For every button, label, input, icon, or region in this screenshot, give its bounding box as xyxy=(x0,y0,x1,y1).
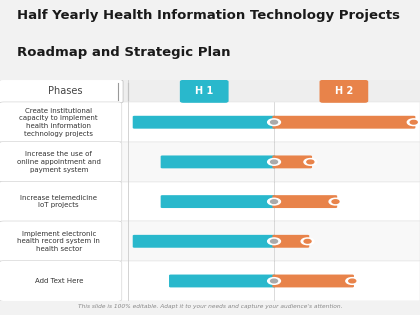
FancyBboxPatch shape xyxy=(0,221,420,261)
Circle shape xyxy=(270,200,278,203)
Circle shape xyxy=(329,198,342,205)
FancyBboxPatch shape xyxy=(273,156,312,168)
Circle shape xyxy=(270,120,278,124)
Circle shape xyxy=(407,119,420,126)
FancyBboxPatch shape xyxy=(0,80,420,301)
FancyBboxPatch shape xyxy=(0,182,420,221)
FancyBboxPatch shape xyxy=(0,102,122,142)
FancyBboxPatch shape xyxy=(273,195,337,208)
Text: Roadmap and Strategic Plan: Roadmap and Strategic Plan xyxy=(17,46,230,59)
FancyBboxPatch shape xyxy=(0,102,420,142)
Circle shape xyxy=(307,160,314,164)
Text: Increase the use of
online appointment and
payment system: Increase the use of online appointment a… xyxy=(17,151,101,173)
FancyBboxPatch shape xyxy=(161,156,276,168)
Text: H 1: H 1 xyxy=(195,86,213,96)
FancyBboxPatch shape xyxy=(273,275,354,287)
Text: Add Text Here: Add Text Here xyxy=(34,278,83,284)
FancyBboxPatch shape xyxy=(0,261,420,301)
FancyBboxPatch shape xyxy=(161,195,276,208)
Text: H 2: H 2 xyxy=(335,86,353,96)
Circle shape xyxy=(346,278,359,284)
Text: Half Yearly Health Information Technology Projects: Half Yearly Health Information Technolog… xyxy=(17,9,400,22)
FancyBboxPatch shape xyxy=(0,142,122,182)
Circle shape xyxy=(268,198,281,205)
Circle shape xyxy=(349,279,356,283)
FancyBboxPatch shape xyxy=(320,80,368,103)
Circle shape xyxy=(301,238,314,245)
FancyBboxPatch shape xyxy=(273,116,415,129)
Circle shape xyxy=(270,160,278,164)
Circle shape xyxy=(410,120,417,124)
FancyBboxPatch shape xyxy=(0,181,122,222)
FancyBboxPatch shape xyxy=(180,80,228,103)
Circle shape xyxy=(270,239,278,243)
FancyBboxPatch shape xyxy=(0,142,420,182)
FancyBboxPatch shape xyxy=(133,116,276,129)
FancyBboxPatch shape xyxy=(0,221,122,261)
FancyBboxPatch shape xyxy=(169,275,276,287)
Text: This slide is 100% editable. Adapt it to your needs and capture your audience's : This slide is 100% editable. Adapt it to… xyxy=(78,304,342,309)
Text: Phases: Phases xyxy=(48,86,82,96)
FancyBboxPatch shape xyxy=(133,235,276,248)
Circle shape xyxy=(270,279,278,283)
Text: Implement electronic
health record system in
health sector: Implement electronic health record syste… xyxy=(17,231,100,252)
Circle shape xyxy=(332,200,339,203)
Text: Increase telemedicine
IoT projects: Increase telemedicine IoT projects xyxy=(20,195,97,209)
Circle shape xyxy=(268,158,281,165)
Circle shape xyxy=(268,278,281,284)
FancyBboxPatch shape xyxy=(273,235,309,248)
Circle shape xyxy=(268,238,281,245)
FancyBboxPatch shape xyxy=(0,261,122,301)
Circle shape xyxy=(304,158,317,165)
FancyBboxPatch shape xyxy=(0,80,420,102)
Circle shape xyxy=(304,239,311,243)
Text: Create institutional
capacity to implement
health information
technology project: Create institutional capacity to impleme… xyxy=(19,108,98,137)
FancyBboxPatch shape xyxy=(0,80,123,103)
Circle shape xyxy=(268,119,281,126)
